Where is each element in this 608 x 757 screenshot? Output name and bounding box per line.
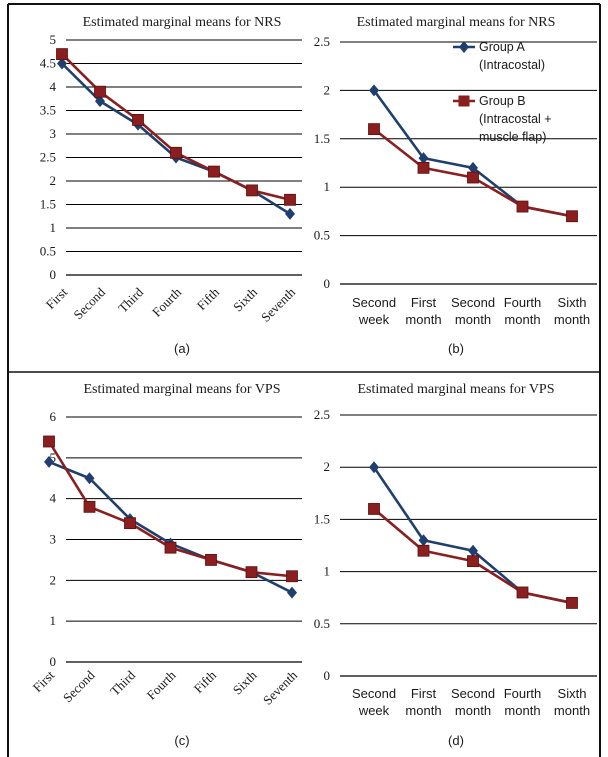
data-point-group-b [124, 517, 136, 530]
y-tick-label: 5 [50, 32, 57, 47]
x-tick-label: Second month [451, 295, 495, 327]
data-point-group-b [286, 570, 298, 583]
data-point-group-b [284, 193, 296, 206]
y-tick-label: 2 [50, 173, 57, 188]
chart-title: Estimated marginal means for NRS [83, 15, 282, 30]
data-point-group-b [83, 500, 96, 513]
y-tick-label: 0 [324, 276, 331, 291]
x-tick-label: First month [405, 686, 441, 718]
y-tick-label: 1 [50, 220, 57, 235]
y-tick-label: 3 [50, 126, 57, 141]
data-point-group-b [417, 161, 430, 174]
x-tick-label: First month [405, 295, 441, 327]
y-tick-label: 4 [50, 491, 57, 506]
data-point-group-a [468, 161, 478, 174]
panel-label: (b) [448, 341, 464, 356]
data-point-group-b [368, 503, 380, 515]
x-tick-label: Fourth month [504, 686, 542, 718]
chart-title: Estimated marginal means for VPS [357, 382, 554, 397]
y-tick-label: 0 [50, 654, 57, 669]
y-tick-label: 3 [50, 532, 57, 547]
y-tick-label: 3.5 [40, 103, 56, 118]
chart-panel-d: Estimated marginal means for VPS 0 0.5 1 1.5… [314, 382, 597, 748]
y-tick-label: 6 [50, 409, 57, 424]
data-point-group-a [57, 57, 67, 70]
y-tick-label: 2.5 [40, 150, 56, 165]
data-point-group-a [285, 207, 295, 220]
y-tick-label: 1 [50, 613, 57, 628]
y-tick-label: 2.5 [314, 34, 330, 49]
x-tick-label: Sixth month [554, 686, 590, 718]
data-point-group-a [369, 461, 379, 474]
figure-frame [7, 3, 601, 757]
y-tick-label: 2 [50, 572, 57, 587]
y-tick-label: 5 [50, 450, 57, 465]
y-tick-label: 0 [50, 267, 57, 282]
data-point-group-b [467, 555, 479, 568]
data-point-group-b [43, 435, 55, 448]
data-point-group-b [132, 114, 144, 126]
legend-marker-group-b [458, 95, 470, 107]
data-point-group-b [94, 85, 106, 98]
y-tick-label: 0.5 [314, 228, 330, 243]
y-tick-label: 0.5 [40, 244, 56, 259]
data-point-group-b [170, 146, 182, 159]
y-tick-label: 4 [50, 79, 57, 94]
data-point-group-b [467, 171, 479, 184]
y-tick-label: 2 [324, 459, 331, 474]
data-point-group-a [418, 534, 429, 547]
data-point-group-b [56, 48, 68, 60]
data-point-group-b [566, 210, 578, 223]
data-point-group-a [369, 84, 379, 97]
y-tick-label: 1.5 [314, 131, 330, 146]
data-point-group-a [468, 544, 478, 557]
chart-panel-b: Estimated marginal means for NRS 0 0.5 1 1.5… [314, 15, 597, 356]
y-tick-label: 0 [324, 668, 331, 683]
y-tick-label: 4.5 [40, 56, 56, 71]
data-point-group-a [84, 472, 95, 485]
data-point-group-b [245, 566, 258, 579]
data-point-group-a [418, 152, 429, 165]
data-point-group-b [205, 554, 217, 566]
chart-panel-c: Estimated marginal means for VPS0123456F… [30, 382, 302, 748]
legend-marker-group-a [459, 41, 469, 53]
x-tick-label: Second month [451, 686, 495, 718]
data-point-group-b [417, 544, 430, 557]
data-point-group-b [368, 123, 380, 136]
y-tick-label: 2.5 [314, 407, 330, 422]
legend-label: Group A (Intracostal) [479, 40, 545, 72]
y-tick-label: 0.5 [314, 616, 330, 631]
data-point-group-b [516, 200, 529, 213]
legend-label: Group B (Intracostal + muscle flap) [479, 94, 552, 144]
y-tick-label: 1.5 [40, 197, 56, 212]
panel-label: (a) [174, 341, 190, 356]
chart-title: Estimated marginal means for VPS [83, 382, 280, 397]
data-point-group-a [287, 586, 297, 599]
y-tick-label: 1 [324, 564, 331, 579]
y-tick-label: 1 [324, 179, 331, 194]
data-point-group-b [566, 597, 578, 609]
panel-label: (d) [448, 733, 464, 748]
data-point-group-b [246, 184, 258, 197]
data-point-group-a [95, 95, 105, 108]
chart-title: Estimated marginal means for NRS [357, 15, 556, 30]
x-tick-label: Fourth month [504, 295, 542, 327]
data-point-group-b [164, 541, 177, 554]
x-tick-label: Second week [352, 295, 396, 327]
data-point-group-b [516, 586, 529, 599]
data-point-group-a [44, 455, 54, 468]
x-tick-label: Sixth month [554, 295, 590, 327]
x-tick-label: Second week [352, 686, 396, 718]
panel-label: (c) [174, 733, 189, 748]
y-tick-label: 2 [324, 82, 331, 97]
data-point-group-b [208, 165, 220, 178]
y-tick-label: 1.5 [314, 511, 330, 526]
